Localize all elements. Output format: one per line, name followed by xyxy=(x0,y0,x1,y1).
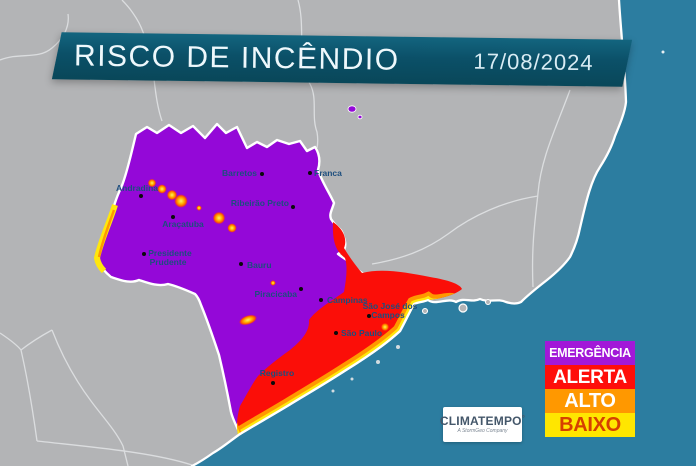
city-marker-presidente-prudente xyxy=(142,252,146,256)
city-label-campinas: Campinas xyxy=(327,295,368,305)
city-labels: Andradina Barretos Franca Ribeirão Preto… xyxy=(116,168,418,378)
city-marker-campinas xyxy=(319,298,323,302)
city-label-sao-paulo: São Paulo xyxy=(341,328,382,338)
city-label-barretos: Barretos xyxy=(222,168,257,178)
climatempo-logo-name: CLIMATEMPO° xyxy=(439,414,526,428)
fire-hotspot-icon xyxy=(157,184,167,194)
climatempo-wordmark: CLIMATEMPO xyxy=(439,414,522,428)
city-marker-piracicaba xyxy=(299,287,303,291)
forecast-date: 17/08/2024 xyxy=(473,48,594,76)
legend-item-emergencia: EMERGÊNCIA xyxy=(545,341,635,365)
city-label-sao-jose-dos-campos-line2: Campos xyxy=(371,310,405,320)
purple-enclaves xyxy=(347,105,363,120)
climatempo-tagline: A StormGeo Company xyxy=(457,428,508,434)
city-label-registro: Registro xyxy=(260,368,294,378)
climatempo-degree-mark: ° xyxy=(521,414,526,423)
fire-hotspots xyxy=(148,179,389,331)
fire-hotspot-icon xyxy=(381,323,389,331)
climatempo-logo: CLIMATEMPO° A StormGeo Company xyxy=(439,407,526,442)
legend-item-alto: ALTO xyxy=(545,389,635,413)
city-label-ribeirao-preto: Ribeirão Preto xyxy=(231,198,289,208)
city-label-aracatuba: Araçatuba xyxy=(162,219,204,229)
legend-item-baixo: BAIXO xyxy=(545,413,635,437)
header-banner: RISCO DE INCÊNDIO 17/08/2024 xyxy=(74,34,627,85)
west-border-risk-strip xyxy=(93,204,118,274)
fire-hotspot-icon xyxy=(148,179,156,187)
legend-label-emergencia: EMERGÊNCIA xyxy=(549,345,631,360)
city-label-sao-jose-dos-campos-line1: São José dos xyxy=(363,301,418,311)
fire-hotspot-icon xyxy=(227,223,237,233)
legend-label-alto: ALTO xyxy=(564,390,616,412)
city-label-andradina: Andradina xyxy=(116,183,158,193)
city-marker-registro xyxy=(271,381,275,385)
risk-legend: EMERGÊNCIA ALERTA ALTO BAIXO xyxy=(545,341,635,437)
city-markers xyxy=(139,171,371,385)
fire-hotspot-icon xyxy=(213,212,225,224)
city-label-piracicaba: Piracicaba xyxy=(254,289,297,299)
city-marker-franca xyxy=(308,171,312,175)
legend-label-baixo: BAIXO xyxy=(559,414,621,436)
legend-item-alerta: ALERTA xyxy=(545,365,635,389)
city-marker-ribeirao-preto xyxy=(291,205,295,209)
city-marker-andradina xyxy=(139,194,143,198)
fire-hotspot-icon xyxy=(195,204,203,212)
fire-hotspot-icon xyxy=(174,194,188,208)
city-marker-sao-jose-dos-campos xyxy=(367,314,371,318)
city-label-presidente-prudente-line1: Presidente xyxy=(148,248,192,258)
city-label-franca: Franca xyxy=(314,168,342,178)
coastline xyxy=(190,0,628,466)
fire-hotspot-icon xyxy=(239,314,257,326)
city-marker-aracatuba xyxy=(171,215,175,219)
risk-region-alerta xyxy=(237,222,462,436)
city-label-presidente-prudente-line2: Prudente xyxy=(150,257,187,267)
city-marker-bauru xyxy=(239,262,243,266)
islands xyxy=(331,50,665,393)
city-marker-sao-paulo xyxy=(334,331,338,335)
page-title: RISCO DE INCÊNDIO xyxy=(73,39,400,77)
city-marker-barretos xyxy=(260,172,264,176)
neighbor-state-borders xyxy=(0,0,571,466)
fire-hotspot-icon xyxy=(167,190,177,200)
legend-label-alerta: ALERTA xyxy=(553,366,627,388)
city-label-bauru: Bauru xyxy=(247,260,272,270)
fire-hotspot-icon xyxy=(269,279,277,287)
